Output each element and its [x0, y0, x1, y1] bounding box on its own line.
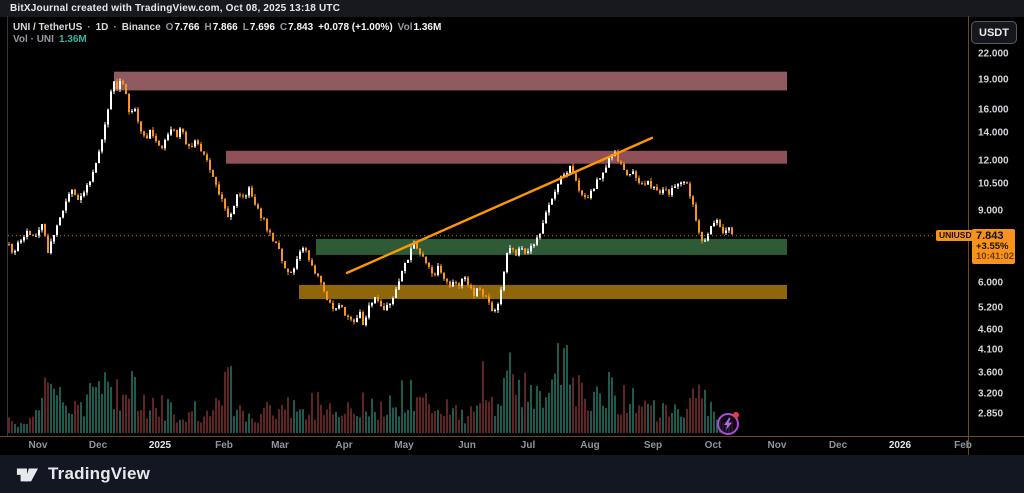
time-tick-month-label: Aug: [580, 440, 600, 451]
time-tick-month-label: Jun: [458, 440, 476, 451]
event-marker[interactable]: [716, 412, 740, 436]
volume-value: 1.36M: [413, 21, 442, 33]
tradingview-wordmark[interactable]: TradingView: [48, 464, 151, 483]
ohlc-key: L: [242, 21, 249, 33]
time-tick-month-label: Sep: [643, 440, 663, 451]
time-tick-month-label: May: [394, 440, 414, 451]
price-tick-label: 3.600: [978, 367, 1004, 379]
current-price-change: +3.55%: [976, 241, 1009, 252]
volume-indicator-value: 1.36M: [58, 33, 87, 45]
time-tick-month-label: Jul: [520, 440, 536, 451]
time-tick-month-label: Nov: [28, 440, 48, 451]
time-tick-month-label: Feb: [215, 440, 233, 451]
candlestick-series: [8, 78, 733, 327]
price-tick-label: 3.200: [978, 388, 1004, 400]
lightning-icon: [724, 418, 732, 430]
ohlc-key: O: [165, 21, 174, 33]
time-tick-month-label: Apr: [335, 440, 353, 451]
tradingview-logo-icon[interactable]: [14, 463, 40, 485]
ohlc-value: 7.766: [174, 21, 200, 33]
ohlc-key: H: [204, 21, 212, 33]
ohlc-key: C: [279, 21, 288, 33]
attribution-text: BitXJournal created with TradingView.com…: [10, 3, 341, 14]
price-axis[interactable]: 22.000 19.000 16.000 14.000 12.000 10.500 9.00…: [969, 0, 1024, 437]
legend-row-volume-indicator: Vol · UNI 1.36M: [13, 33, 441, 45]
change-value: +0.078 (+1.00%): [318, 21, 393, 33]
ohlc-pair: C 7.843: [280, 22, 313, 33]
volume-label: Vol: [397, 21, 413, 33]
current-price-label: 7.843 +3.55% 10:41:02: [972, 229, 1015, 264]
price-tick-label: 19.000: [978, 74, 1009, 86]
ohlc-pair: H 7.866: [204, 22, 237, 33]
volume-series: [8, 343, 733, 433]
resistance-zone-lower[interactable]: [226, 150, 787, 164]
event-alert-dot-icon: [733, 412, 739, 418]
symbol-price-tag: UNIUSDT: [936, 230, 980, 241]
time-tick-month-label: Dec: [828, 440, 848, 451]
volume-indicator-label[interactable]: Vol · UNI: [13, 33, 54, 45]
price-tick-label: 2.850: [978, 408, 1004, 420]
time-tick-month-label: Feb: [954, 440, 972, 451]
price-tick-label: 5.200: [978, 302, 1004, 314]
time-tick-year-label: 2026: [888, 440, 912, 451]
legend-separator: ·: [87, 21, 91, 33]
time-tick-month-label: Dec: [88, 440, 108, 451]
event-ring-icon: [717, 413, 739, 435]
bar-countdown: 10:41:02: [976, 251, 1015, 262]
ohlc-value: 7.696: [249, 21, 275, 33]
currency-toggle-button[interactable]: USDT: [971, 21, 1017, 44]
time-tick-month-label: Mar: [271, 440, 289, 451]
current-price-value: 7.843: [976, 230, 1004, 242]
resistance-zone-upper[interactable]: [114, 71, 787, 91]
ohlc-value: 7.843: [288, 21, 314, 33]
price-tick-label: 14.000: [978, 127, 1009, 139]
interval-label[interactable]: 1D: [95, 21, 109, 33]
price-tick-label: 4.100: [978, 344, 1004, 356]
volume-readout: Vol 1.36M: [398, 22, 442, 33]
price-tick-label: 10.500: [978, 178, 1009, 190]
support-zone-green[interactable]: [316, 238, 787, 255]
attribution-bar: BitXJournal created with TradingView.com…: [0, 0, 1024, 17]
price-tick-label: 4.600: [978, 324, 1004, 336]
footer-bar: TradingView: [0, 455, 1024, 493]
ohlc-pair: L 7.696: [243, 22, 275, 33]
time-tick-month-label: Oct: [704, 440, 722, 451]
time-tick-year-label: 2025: [148, 440, 172, 451]
price-tick-label: 12.000: [978, 155, 1009, 167]
symbol-legend: UNI / TetherUS · 1D · Binance O 7.766 H 7.8…: [13, 21, 441, 45]
time-axis[interactable]: Nov Dec 2025 Feb Mar Apr May Jun Jul Aug Sep Oct Nov…: [0, 437, 972, 455]
support-zone-gold[interactable]: [299, 284, 787, 300]
legend-separator: ·: [113, 21, 117, 33]
price-tick-label: 6.000: [978, 277, 1004, 289]
ohlc-pair: O 7.766: [166, 22, 200, 33]
price-tick-label: 16.000: [978, 104, 1009, 116]
time-tick-month-label: Nov: [767, 440, 787, 451]
ohlc-values: O 7.766 H 7.866 L 7.696 C 7.843: [166, 22, 313, 33]
ascending-trendline[interactable]: [345, 136, 654, 275]
ohlc-value: 7.866: [212, 21, 238, 33]
price-tick-label: 22.000: [978, 48, 1009, 60]
symbol-name[interactable]: UNI / TetherUS: [13, 21, 83, 33]
exchange-label: Binance: [121, 21, 161, 33]
legend-row-main: UNI / TetherUS · 1D · Binance O 7.766 H 7.8…: [13, 21, 441, 33]
price-tick-label: 9.000: [978, 205, 1004, 217]
